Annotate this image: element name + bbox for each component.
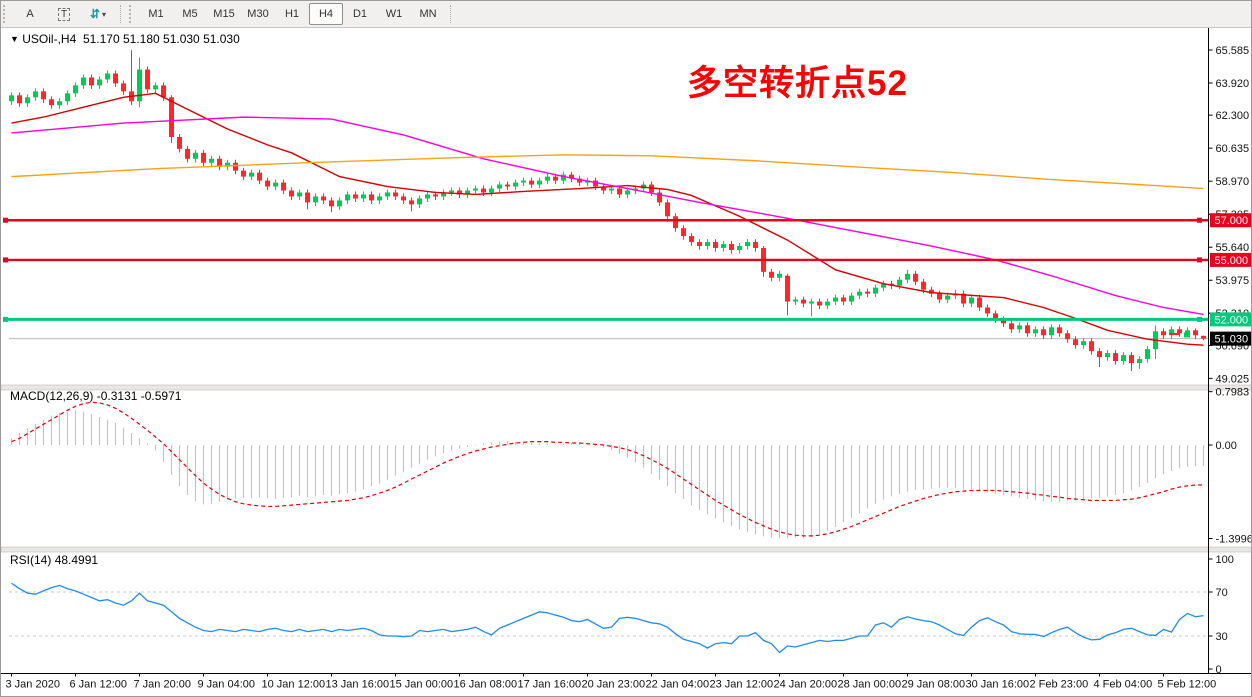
- arrows-icon: ⇵: [89, 7, 101, 21]
- svg-text:28 Jan 00:00: 28 Jan 00:00: [838, 679, 902, 691]
- svg-text:4 Feb 04:00: 4 Feb 04:00: [1094, 679, 1153, 691]
- timeframe-M1[interactable]: M1: [148, 8, 164, 20]
- svg-text:6 Jan 12:00: 6 Jan 12:00: [70, 679, 128, 691]
- svg-text:17 Jan 16:00: 17 Jan 16:00: [518, 679, 582, 691]
- ohlc-values: 51.170 51.180 51.030 51.030: [82, 32, 240, 46]
- horizontal-lines: [3, 217, 1209, 338]
- svg-text:16 Jan 08:00: 16 Jan 08:00: [454, 679, 518, 691]
- svg-text:58.970: 58.970: [1216, 176, 1250, 188]
- timeframe-MN[interactable]: MN: [419, 8, 437, 20]
- svg-text:62.300: 62.300: [1216, 110, 1250, 122]
- timeframe-W1[interactable]: W1: [385, 8, 403, 20]
- collapse-triangle-icon[interactable]: ▼: [10, 34, 19, 44]
- chart-annotation-text[interactable]: 多空转折点52: [687, 64, 908, 103]
- time-axis[interactable]: 3 Jan 2020 6 Jan 12:00 7 Jan 20:00 9 Jan 04…: [1, 673, 1252, 691]
- svg-text:20 Jan 23:00: 20 Jan 23:00: [582, 679, 646, 691]
- ma-mid-magenta: [11, 116, 1204, 316]
- timeframe-D1[interactable]: D1: [352, 8, 368, 20]
- arrow-style-dropdown-button[interactable]: ⇵ ▾: [81, 3, 115, 25]
- symbol-period-label: USOil-,H4: [22, 32, 77, 46]
- svg-text:0.00: 0.00: [1216, 440, 1237, 452]
- macd-name: MACD(12,26,9): [10, 389, 94, 403]
- svg-text:49.025: 49.025: [1216, 373, 1250, 385]
- rsi-name: RSI(14): [10, 553, 52, 567]
- svg-text:23 Jan 12:00: 23 Jan 12:00: [710, 679, 774, 691]
- chart-canvas[interactable]: 65.58563.92062.30060.63558.97057.30555.6…: [1, 28, 1252, 697]
- svg-text:57.000: 57.000: [1215, 215, 1249, 227]
- text-label-tool-button[interactable]: T: [47, 3, 81, 25]
- chevron-down-icon: ▾: [102, 9, 107, 19]
- rsi-current-value: 48.4991: [54, 553, 99, 567]
- timeframe-H4[interactable]: H4: [309, 3, 343, 25]
- rsi-indicator-label: RSI(14) 48.4991: [10, 553, 98, 567]
- svg-text:53.975: 53.975: [1216, 275, 1250, 287]
- svg-text:22 Jan 04:00: 22 Jan 04:00: [646, 679, 710, 691]
- svg-text:10 Jan 12:00: 10 Jan 12:00: [262, 679, 326, 691]
- svg-text:0: 0: [1216, 664, 1222, 676]
- timeframe-H1[interactable]: H1: [284, 8, 300, 20]
- svg-text:30 Jan 16:00: 30 Jan 16:00: [966, 679, 1030, 691]
- toolbar-grip-2[interactable]: [129, 5, 136, 23]
- rsi-pane: [9, 582, 1209, 654]
- svg-text:51.030: 51.030: [1215, 334, 1249, 346]
- font-tool-button[interactable]: A: [13, 3, 47, 25]
- svg-text:65.585: 65.585: [1216, 45, 1250, 57]
- toolbar-separator-2: [450, 5, 452, 23]
- timeframe-M15[interactable]: M15: [213, 8, 235, 20]
- macd-indicator-label: MACD(12,26,9) -0.3131 -0.5971: [10, 389, 181, 403]
- timeframe-M30[interactable]: M30: [247, 8, 269, 20]
- ma-slow-orange: [11, 154, 1204, 190]
- svg-text:7 Jan 20:00: 7 Jan 20:00: [134, 679, 192, 691]
- candlesticks: [9, 50, 1206, 371]
- svg-text:3 Jan 2020: 3 Jan 2020: [6, 679, 60, 691]
- macd-pane: [11, 401, 1204, 539]
- macd-current-values: -0.3131 -0.5971: [96, 389, 182, 403]
- svg-text:29 Jan 08:00: 29 Jan 08:00: [902, 679, 966, 691]
- toolbar: A T ⇵ ▾ M1 M5 M15 M30 H1 H4 D1 W1 MN: [1, 1, 1251, 28]
- svg-text:-1.3996: -1.3996: [1216, 533, 1252, 545]
- font-tool-label: A: [26, 8, 34, 20]
- svg-text:60.635: 60.635: [1216, 143, 1250, 155]
- ma-fast-red: [11, 92, 1204, 346]
- svg-text:52.000: 52.000: [1215, 314, 1249, 326]
- svg-text:63.920: 63.920: [1216, 78, 1250, 90]
- svg-text:55.640: 55.640: [1216, 242, 1250, 254]
- chart-title: ▼ USOil-,H4 51.170 51.180 51.030 51.030: [10, 32, 240, 46]
- svg-text:9 Jan 04:00: 9 Jan 04:00: [198, 679, 256, 691]
- price-axis[interactable]: 65.58563.92062.30060.63558.97057.30555.6…: [1208, 28, 1252, 676]
- svg-text:55.000: 55.000: [1215, 255, 1249, 267]
- svg-text:70: 70: [1216, 587, 1228, 599]
- text-box-icon: T: [57, 7, 71, 21]
- pane-chrome: [1, 384, 1251, 553]
- svg-text:30: 30: [1216, 631, 1228, 643]
- toolbar-separator: [120, 5, 122, 23]
- svg-text:13 Jan 16:00: 13 Jan 16:00: [326, 679, 390, 691]
- svg-text:15 Jan 00:00: 15 Jan 00:00: [390, 679, 454, 691]
- timeframe-buttons: M1 M5 M15 M30 H1 H4 D1 W1 MN: [139, 3, 445, 25]
- svg-text:24 Jan 20:00: 24 Jan 20:00: [774, 679, 838, 691]
- svg-text:2 Feb 23:00: 2 Feb 23:00: [1030, 679, 1089, 691]
- svg-text:5 Feb 12:00: 5 Feb 12:00: [1158, 679, 1217, 691]
- svg-text:0.7983: 0.7983: [1216, 387, 1250, 399]
- svg-text:100: 100: [1216, 554, 1234, 566]
- toolbar-grip[interactable]: [3, 5, 10, 23]
- timeframe-M5[interactable]: M5: [182, 8, 198, 20]
